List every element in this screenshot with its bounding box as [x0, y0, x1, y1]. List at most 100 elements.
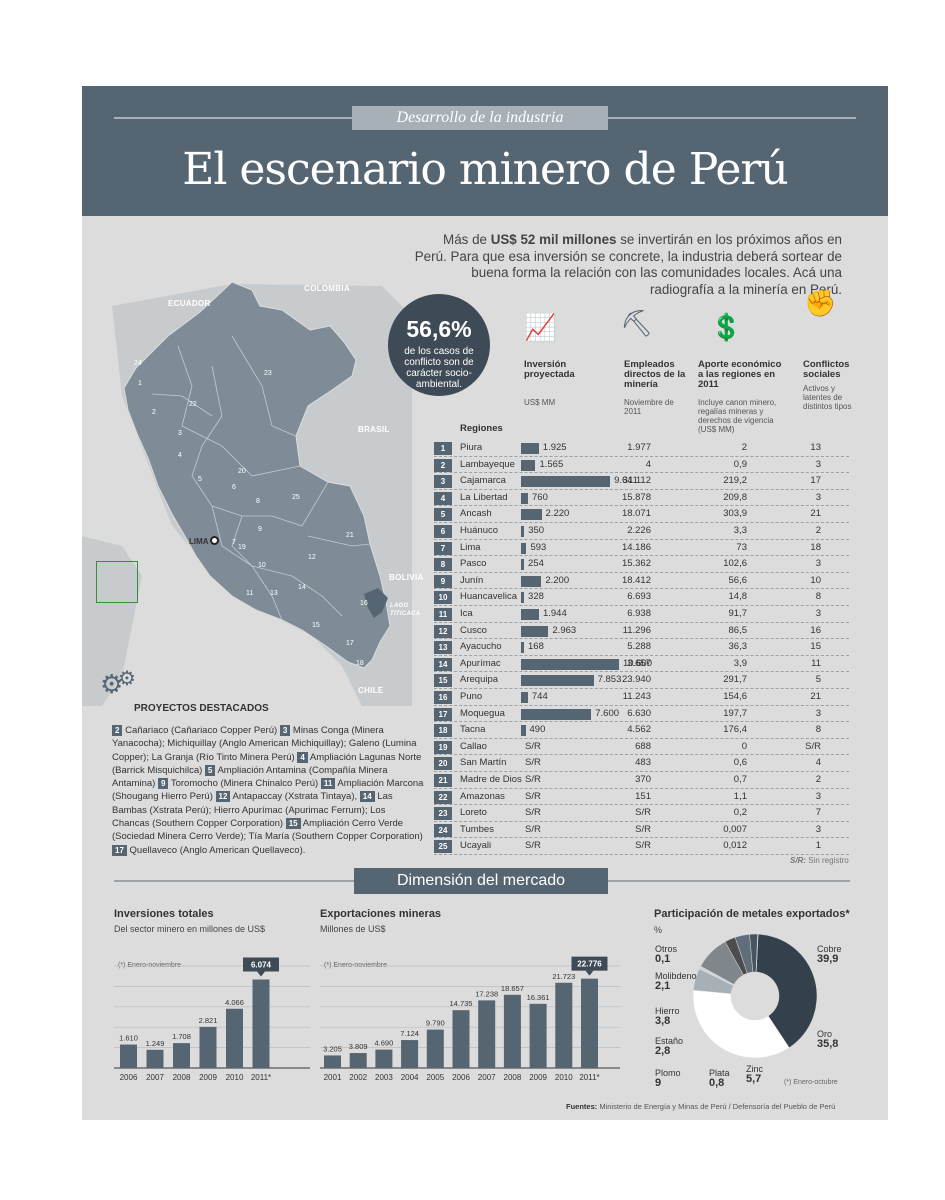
- bar: [581, 978, 598, 1068]
- table-row: 14 Apurímac 10.600 3.657 3,9 11: [434, 656, 849, 673]
- x-tick-label: 2009: [199, 1073, 217, 1082]
- region-name: Madre de Dios: [460, 774, 522, 785]
- bar: [199, 1026, 217, 1068]
- regiones-label: Regiones: [460, 423, 503, 434]
- highlight-pointer: [585, 970, 594, 976]
- pie-label-name: Hierro: [655, 1006, 680, 1016]
- region-contribution: 0,6: [733, 757, 747, 769]
- map-region-number: 21: [346, 532, 354, 539]
- map-region-number: 1: [138, 380, 142, 387]
- sources: Fuentes: Ministerio de Energía y Minas d…: [566, 1102, 835, 1111]
- region-investment: S/R: [525, 790, 541, 802]
- project-text: Ampliación Cerro Verde (Sociedad Minera …: [112, 818, 423, 843]
- bar: [478, 1000, 496, 1068]
- table-row: 24 Tumbes S/R S/R 0,007 3: [434, 822, 849, 839]
- sr-note: S/R: Sin registro: [790, 856, 849, 865]
- table-row: 7 Lima 593 14.186 73 18: [434, 540, 849, 557]
- inv-chart-subtitle: Del sector minero en millones de US$: [114, 924, 266, 934]
- region-number: 17: [434, 707, 452, 721]
- bar: [120, 1044, 137, 1068]
- exp-chart: 3.205 2001 3.809 2002 4.690 2003 7.124 2004 9.79…: [320, 956, 620, 1082]
- pie-label-name: Estaño: [655, 1036, 684, 1046]
- conflict-badge: 56,6% de los casos de conflicto son de c…: [388, 294, 490, 396]
- map-region-number: 22: [189, 401, 197, 408]
- region-investment: S/R: [525, 823, 541, 835]
- pie-chart-title: Participación de metales exportados*: [654, 908, 850, 920]
- region-contribution: 36,3: [728, 641, 748, 653]
- region-conflicts: 4: [815, 757, 821, 769]
- region-number: 3: [434, 475, 452, 489]
- region-conflicts: 3: [815, 707, 821, 719]
- bar-value-label: 3.809: [349, 1042, 368, 1051]
- pie-chart-subtitle: %: [654, 925, 663, 935]
- label-brasil: BRASIL: [358, 425, 390, 434]
- market-title: Dimensión del mercado: [354, 868, 608, 894]
- table-row: 20 San Martín S/R 483 0,6 4: [434, 755, 849, 772]
- col-conflictos-sub: Activos y latentes de distintos tipos: [803, 384, 852, 411]
- region-employees: 4.562: [627, 724, 651, 736]
- region-conflicts: 10: [810, 574, 821, 586]
- x-tick-label: 2006: [452, 1073, 470, 1082]
- col-conflictos-title: Conflictos sociales: [803, 359, 850, 380]
- region-name: Piura: [460, 442, 483, 453]
- region-conflicts: 3: [815, 608, 821, 619]
- region-name: Cajamarca: [460, 475, 506, 487]
- project-text: Cañariaco (Cañariaco Copper Perú): [122, 725, 280, 736]
- money-icon: 💲: [710, 312, 743, 342]
- table-row: 12 Cusco 2.963 11.296 86,5 16: [434, 623, 849, 640]
- investment-bar: [521, 542, 527, 554]
- bar: [401, 1040, 419, 1068]
- map-region-number: 12: [308, 554, 316, 561]
- table-row: 13 Ayacucho 168 5.288 36,3 15: [434, 639, 849, 656]
- region-name: Moquegua: [460, 707, 505, 719]
- region-contribution: 86,5: [728, 624, 748, 636]
- region-investment: 2.200: [545, 574, 570, 586]
- table-row: 4 La Libertad 760 15.878 209,8 3: [434, 490, 849, 507]
- region-name: Apurímac: [460, 657, 501, 669]
- pie-label: Zinc 5,7: [746, 1064, 763, 1085]
- pie-label-value: 3,8: [655, 1015, 671, 1027]
- table-row: 15 Arequipa 7.853 23.940 291,7 5: [434, 672, 849, 689]
- projects-list: 2 Cañariaco (Cañariaco Copper Perú) 3 Mi…: [112, 724, 424, 857]
- project-number: 5: [204, 764, 216, 776]
- region-contribution: 0: [741, 740, 747, 752]
- map-region-number: 3: [178, 430, 182, 437]
- region-investment: 7.853: [597, 674, 622, 686]
- investment-bar: [521, 592, 525, 604]
- bar-value-label: 6.074: [251, 960, 272, 969]
- bar: [226, 1008, 243, 1068]
- region-contribution: 14,8: [728, 591, 748, 603]
- region-conflicts: 11: [811, 657, 821, 669]
- highlight-label-box: [243, 957, 279, 972]
- investment-bar: [521, 509, 542, 521]
- table-row: 11 Ica 1.944 6.938 91,7 3: [434, 606, 849, 623]
- highlight-pointer: [257, 971, 265, 977]
- bar-value-label: 1.610: [119, 1034, 138, 1043]
- project-text: Minas Conga (Minera Yanacocha); Michiqui…: [112, 725, 417, 763]
- bar: [324, 1055, 341, 1068]
- map-region-number: 14: [298, 584, 306, 591]
- badge-value: 56,6%: [406, 316, 472, 342]
- bar: [173, 1043, 190, 1068]
- region-investment: 1.925: [542, 442, 567, 453]
- investment-bar: [521, 675, 594, 687]
- region-name: Pasco: [460, 558, 487, 570]
- region-number: 19: [434, 740, 452, 754]
- intro-bold: US$ 52 mil millones: [490, 232, 617, 247]
- map-region-number: 20: [238, 468, 246, 475]
- region-conflicts: 18: [810, 541, 821, 553]
- region-contribution: 154,6: [723, 691, 747, 702]
- peru-inset-frame: [96, 561, 138, 603]
- region-number: 15: [434, 674, 452, 688]
- region-contribution: 73: [736, 541, 747, 553]
- map-region-number: 13: [270, 590, 278, 597]
- x-tick-label: 2011*: [251, 1073, 271, 1082]
- region-contribution: 197,7: [723, 707, 747, 719]
- pie-label-value: 0,1: [655, 953, 671, 965]
- region-name: Arequipa: [460, 674, 499, 686]
- x-tick-label: 2004: [401, 1073, 419, 1082]
- pie-label: Otros 0,1: [655, 944, 677, 965]
- region-conflicts: 3: [815, 491, 821, 503]
- badge-text: de los casos de conflicto son de carácte…: [404, 346, 474, 390]
- map-region-number: 2: [152, 409, 156, 416]
